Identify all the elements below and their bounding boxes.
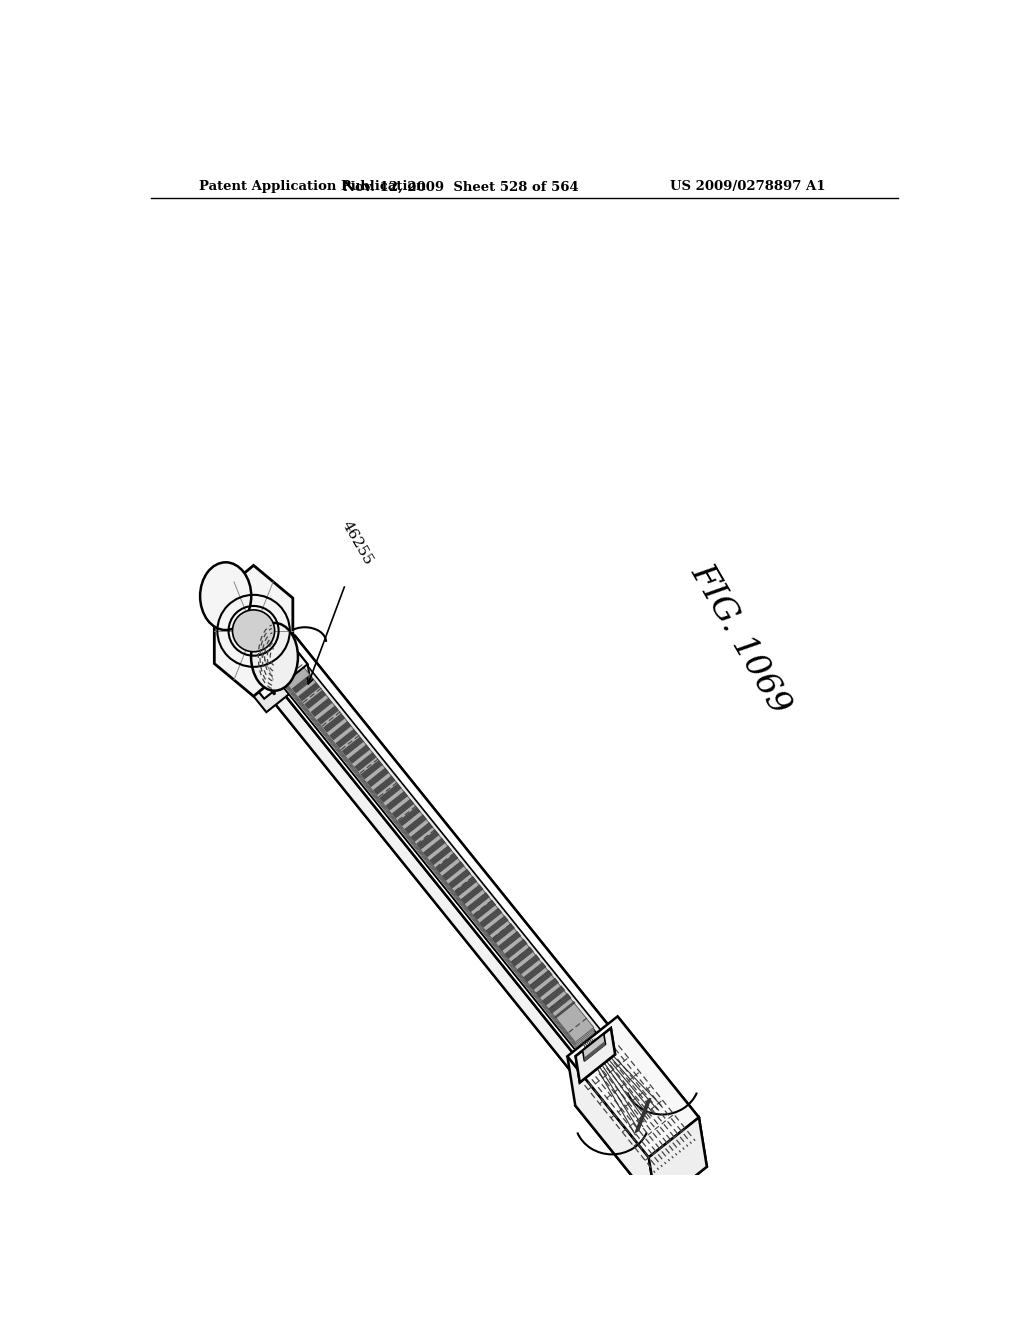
Polygon shape bbox=[575, 1028, 615, 1082]
Text: Nov. 12, 2009  Sheet 528 of 564: Nov. 12, 2009 Sheet 528 of 564 bbox=[343, 181, 580, 194]
Polygon shape bbox=[575, 1065, 707, 1206]
Polygon shape bbox=[278, 657, 594, 1043]
Ellipse shape bbox=[200, 562, 251, 630]
Polygon shape bbox=[575, 1028, 615, 1082]
Polygon shape bbox=[268, 652, 605, 1061]
Polygon shape bbox=[214, 565, 293, 696]
Polygon shape bbox=[617, 1016, 707, 1167]
Polygon shape bbox=[266, 657, 585, 1061]
Polygon shape bbox=[279, 660, 594, 1044]
Polygon shape bbox=[279, 664, 595, 1048]
Polygon shape bbox=[259, 664, 580, 1082]
Polygon shape bbox=[649, 1118, 707, 1206]
Polygon shape bbox=[583, 1034, 605, 1061]
Text: 46255: 46255 bbox=[339, 519, 375, 568]
Polygon shape bbox=[279, 663, 595, 1047]
Ellipse shape bbox=[251, 623, 298, 690]
Polygon shape bbox=[218, 606, 307, 698]
Polygon shape bbox=[261, 606, 310, 677]
Polygon shape bbox=[218, 606, 263, 655]
Polygon shape bbox=[259, 635, 611, 1056]
Text: US 2009/0278897 A1: US 2009/0278897 A1 bbox=[671, 181, 825, 194]
Polygon shape bbox=[279, 661, 594, 1045]
Polygon shape bbox=[295, 635, 615, 1055]
Circle shape bbox=[232, 610, 274, 652]
Polygon shape bbox=[567, 1056, 656, 1206]
Polygon shape bbox=[220, 620, 310, 713]
Polygon shape bbox=[225, 562, 274, 694]
Polygon shape bbox=[288, 642, 605, 1044]
Polygon shape bbox=[263, 661, 615, 1082]
Text: Patent Application Publication: Patent Application Publication bbox=[200, 181, 426, 194]
Text: FIG. 1069: FIG. 1069 bbox=[684, 558, 796, 721]
Polygon shape bbox=[583, 1034, 605, 1061]
Polygon shape bbox=[567, 1016, 699, 1158]
